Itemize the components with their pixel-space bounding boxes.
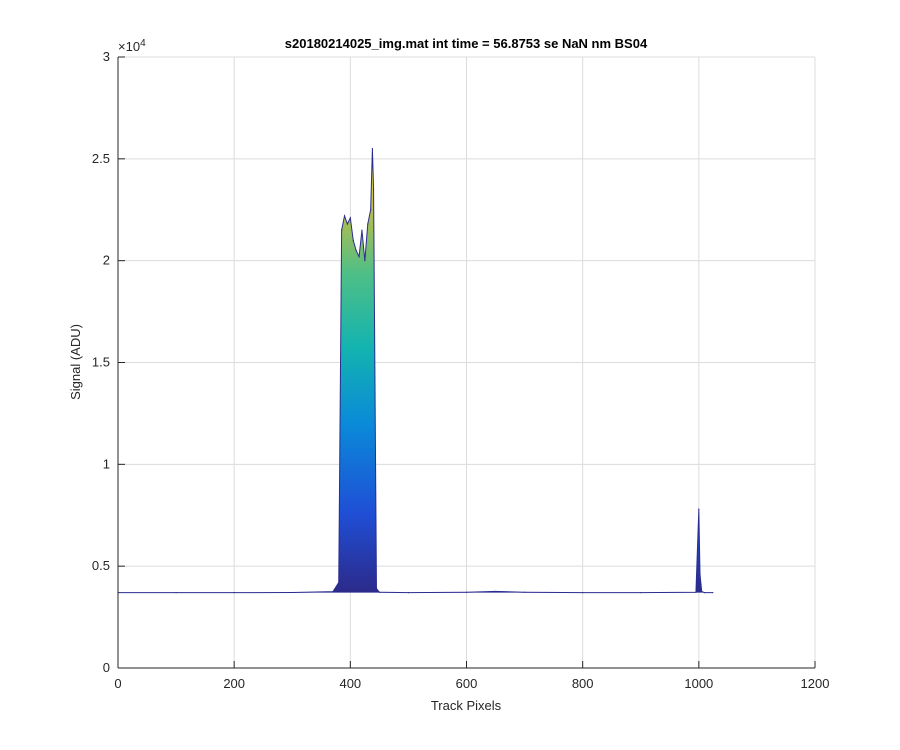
chart-title: s20180214025_img.mat int time = 56.8753 … [285,36,648,51]
data-point [701,591,703,593]
data-point [346,223,349,225]
data-point [372,188,375,190]
y-tick-label: 2 [103,253,110,268]
x-axis-label: Track Pixels [431,698,502,713]
data-point [367,223,369,225]
y-tick-labels: 0 0.5 1 1.5 2 2.5 3 [92,49,110,675]
y-tick-label: 1.5 [92,355,110,370]
data-point [352,239,354,241]
y-exponent-label: ×104 [118,38,146,54]
y-exponent-power: 4 [140,38,146,49]
data-point [358,255,360,258]
y-tick-label: 0.5 [92,558,110,573]
data-point [712,592,714,594]
data-point [341,229,343,231]
data-point [582,592,584,594]
data-point [494,590,497,593]
y-tick-label: 2.5 [92,151,110,166]
data-point [698,508,700,510]
y-tick-label: 1 [103,456,110,471]
y-tick-label: 0 [103,660,110,675]
data-point [704,592,706,594]
data-point [370,209,372,211]
data-point [364,260,366,262]
data-point [371,148,373,150]
data-point [175,592,177,594]
data-point [332,591,334,593]
data-point [465,591,468,593]
y-tick-label: 3 [103,49,110,64]
data-point [375,587,378,590]
data-point [355,249,357,252]
data-marks [117,148,714,594]
x-tick-label: 200 [223,676,245,691]
data-point [233,592,235,594]
x-tick-label: 600 [456,676,478,691]
x-tick-labels: 0 200 400 600 800 1000 1200 [114,676,829,691]
data-point [378,591,380,593]
x-tick-label: 1000 [684,676,713,691]
data-point [291,591,293,594]
data-point [361,229,363,231]
axes [117,56,816,669]
x-tick-label: 400 [339,676,361,691]
data-point [407,592,410,594]
data-point [523,591,526,593]
data-point [640,592,642,594]
data-point [695,591,697,593]
y-exponent-base: ×10 [118,39,140,54]
data-point [699,573,701,575]
data-point [343,215,346,217]
data-point [349,217,351,219]
x-tick-label: 800 [572,676,594,691]
x-tick-label: 1200 [801,676,830,691]
y-axis-label: Signal (ADU) [68,324,83,400]
data-point [338,581,340,584]
x-tick-label: 0 [114,676,121,691]
